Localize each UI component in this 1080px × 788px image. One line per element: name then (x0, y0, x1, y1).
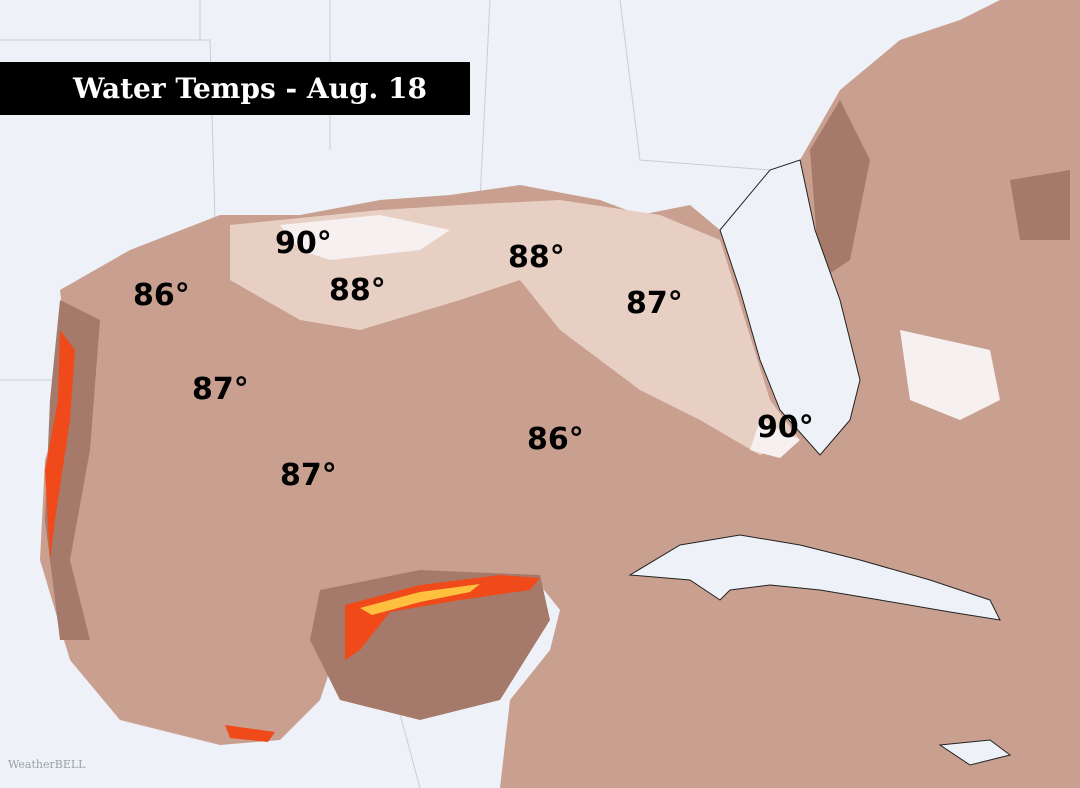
temp-label: 87° (192, 372, 249, 407)
temp-label: 86° (133, 278, 190, 313)
warm-core (280, 215, 1000, 458)
florida (719, 159, 861, 456)
temp-label: 86° (527, 422, 584, 457)
warm-shelf (230, 200, 800, 455)
hot-core (360, 584, 480, 615)
temp-label: 88° (329, 273, 386, 308)
temp-label: 90° (757, 410, 814, 445)
temp-label: 87° (280, 458, 337, 493)
temp-label: 90° (275, 226, 332, 261)
temp-label: 87° (626, 286, 683, 321)
temp-label: 88° (508, 240, 565, 275)
title: Water Temps - Aug. 18 (72, 72, 427, 105)
title-bar (0, 62, 470, 115)
jamaica (938, 739, 1012, 766)
cuba (628, 534, 1001, 621)
watermark: WeatherBELL (8, 758, 86, 771)
